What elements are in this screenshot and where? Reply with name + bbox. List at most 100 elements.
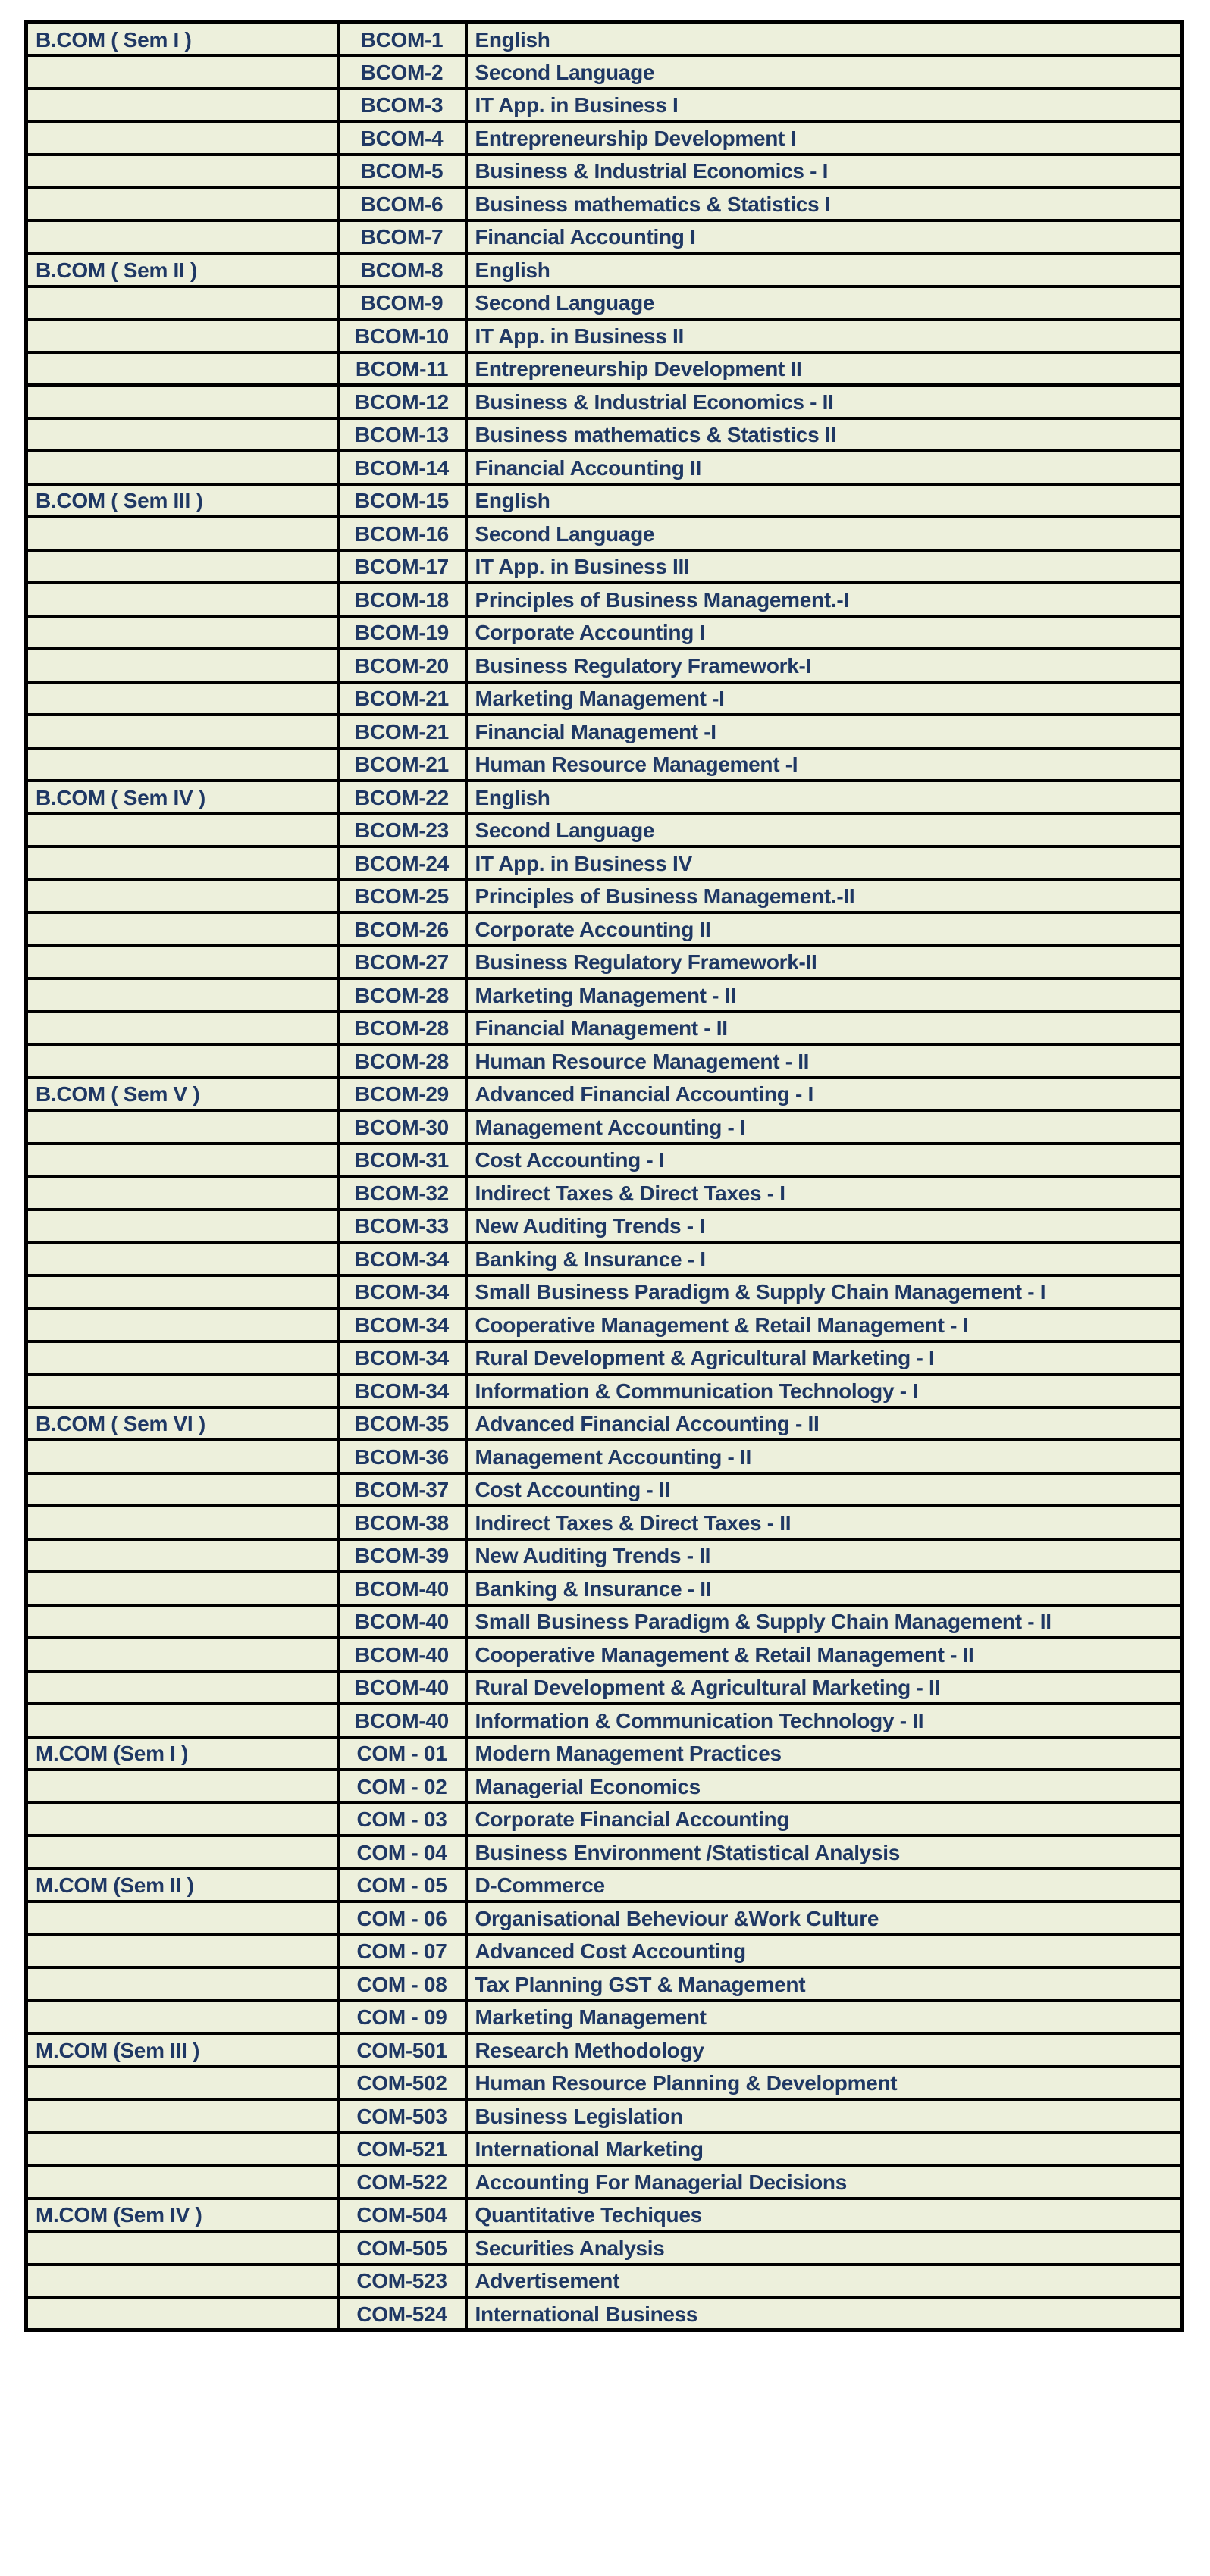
semester-cell <box>24 1636 340 1673</box>
subject-cell: Corporate Financial Accounting <box>464 1801 1184 1837</box>
table-row: BCOM-25 Principles of Business Management… <box>24 878 1184 914</box>
code-cell: BCOM-22 <box>336 779 468 815</box>
subject-cell: Business Legislation <box>464 2098 1184 2134</box>
subject-cell: Cost Accounting - II <box>464 1471 1184 1507</box>
semester-cell <box>24 2230 340 2266</box>
subject-cell: Marketing Management -I <box>464 680 1184 716</box>
code-cell: BCOM-8 <box>336 252 468 288</box>
code-cell: BCOM-39 <box>336 1537 468 1573</box>
subject-cell: Financial Management -I <box>464 713 1184 750</box>
semester-cell <box>24 1141 340 1178</box>
code-cell: BCOM-12 <box>336 383 468 420</box>
subject-cell: Tax Planning GST & Management <box>464 1966 1184 2002</box>
semester-cell <box>24 2164 340 2200</box>
table-row: BCOM-40 Small Business Paradigm & Supply … <box>24 1603 1184 1639</box>
table-row: BCOM-23 Second Language <box>24 812 1184 848</box>
semester-cell <box>24 416 340 452</box>
table-row: BCOM-34 Small Business Paradigm & Supply … <box>24 1273 1184 1310</box>
code-cell: BCOM-13 <box>336 416 468 452</box>
semester-cell <box>24 1801 340 1837</box>
code-cell: BCOM-1 <box>336 20 468 57</box>
subject-cell: Banking & Insurance - II <box>464 1570 1184 1607</box>
table-row: B.COM ( Sem III ) BCOM-15 English <box>24 482 1184 518</box>
table-row: BCOM-11 Entrepreneurship Development II <box>24 350 1184 387</box>
code-cell: COM - 05 <box>336 1867 468 1903</box>
table-row: BCOM-36 Management Accounting - II <box>24 1438 1184 1475</box>
subject-cell: Marketing Management <box>464 1999 1184 2035</box>
code-cell: COM - 09 <box>336 1999 468 2035</box>
code-cell: BCOM-34 <box>336 1241 468 1277</box>
semester-cell <box>24 1438 340 1475</box>
subject-cell: Principles of Business Management.-II <box>464 878 1184 914</box>
semester-cell <box>24 186 340 222</box>
semester-cell <box>24 2262 340 2299</box>
code-cell: BCOM-40 <box>336 1636 468 1673</box>
table-row: B.COM ( Sem V ) BCOM-29 Advanced Financial… <box>24 1075 1184 1112</box>
semester-cell <box>24 350 340 387</box>
semester-cell <box>24 581 340 618</box>
code-cell: BCOM-6 <box>336 186 468 222</box>
semester-cell: B.COM ( Sem IV ) <box>24 779 340 815</box>
semester-cell <box>24 1009 340 1046</box>
code-cell: BCOM-14 <box>336 449 468 486</box>
subject-cell: English <box>464 20 1184 57</box>
table-row: COM-503 Business Legislation <box>24 2098 1184 2134</box>
semester-cell <box>24 1273 340 1310</box>
table-row: BCOM-21 Financial Management -I <box>24 713 1184 750</box>
table-row: BCOM-6 Business mathematics & Statistics … <box>24 186 1184 222</box>
semester-cell: M.COM (Sem III ) <box>24 2032 340 2068</box>
subject-cell: Business mathematics & Statistics I <box>464 186 1184 222</box>
code-cell: COM-501 <box>336 2032 468 2068</box>
table-row: BCOM-10 IT App. in Business II <box>24 318 1184 354</box>
semester-cell <box>24 812 340 848</box>
code-cell: BCOM-21 <box>336 713 468 750</box>
subject-cell: Small Business Paradigm & Supply Chain M… <box>464 1273 1184 1310</box>
subject-cell: Advanced Financial Accounting - II <box>464 1405 1184 1441</box>
code-cell: BCOM-21 <box>336 680 468 716</box>
table-row: BCOM-38 Indirect Taxes & Direct Taxes - I… <box>24 1504 1184 1541</box>
code-cell: COM-504 <box>336 2196 468 2233</box>
code-cell: BCOM-25 <box>336 878 468 914</box>
semester-cell: B.COM ( Sem III ) <box>24 482 340 518</box>
subject-cell: Business Regulatory Framework-I <box>464 647 1184 684</box>
table-row: BCOM-28 Financial Management - II <box>24 1009 1184 1046</box>
semester-cell <box>24 515 340 552</box>
table-row: COM - 03 Corporate Financial Accounting <box>24 1801 1184 1837</box>
semester-cell: M.COM (Sem IV ) <box>24 2196 340 2233</box>
subject-cell: Financial Accounting I <box>464 218 1184 255</box>
semester-cell <box>24 614 340 650</box>
code-cell: BCOM-4 <box>336 120 468 156</box>
semester-cell <box>24 977 340 1013</box>
semester-cell <box>24 1834 340 1870</box>
table-row: BCOM-5 Business & Industrial Economics - … <box>24 152 1184 189</box>
subject-cell: Information & Communication Technology -… <box>464 1702 1184 1739</box>
code-cell: COM - 04 <box>336 1834 468 1870</box>
semester-cell <box>24 218 340 255</box>
table-row: B.COM ( Sem I ) BCOM-1 English <box>24 20 1184 57</box>
subject-cell: Advanced Financial Accounting - I <box>464 1075 1184 1112</box>
table-row: BCOM-34 Rural Development & Agricultural … <box>24 1339 1184 1376</box>
semester-cell <box>24 1537 340 1573</box>
table-row: BCOM-37 Cost Accounting - II <box>24 1471 1184 1507</box>
subject-cell: International Business <box>464 2296 1184 2332</box>
subject-cell: Modern Management Practices <box>464 1735 1184 1771</box>
subject-cell: D-Commerce <box>464 1867 1184 1903</box>
semester-cell <box>24 1768 340 1804</box>
table-row: M.COM (Sem II ) COM - 05 D-Commerce <box>24 1867 1184 1903</box>
code-cell: BCOM-33 <box>336 1207 468 1244</box>
table-row: BCOM-34 Cooperative Management & Retail M… <box>24 1307 1184 1343</box>
code-cell: COM-522 <box>336 2164 468 2200</box>
subject-cell: Organisational Beheviour &Work Culture <box>464 1900 1184 1936</box>
subject-cell: Accounting For Managerial Decisions <box>464 2164 1184 2200</box>
table-row: COM-505 Securities Analysis <box>24 2230 1184 2266</box>
code-cell: BCOM-5 <box>336 152 468 189</box>
code-cell: BCOM-35 <box>336 1405 468 1441</box>
code-cell: BCOM-11 <box>336 350 468 387</box>
subject-cell: Business & Industrial Economics - II <box>464 383 1184 420</box>
subject-cell: Business mathematics & Statistics II <box>464 416 1184 452</box>
subject-cell: Second Language <box>464 284 1184 321</box>
table-row: COM-524 International Business <box>24 2296 1184 2332</box>
subject-cell: Human Resource Planning & Development <box>464 2064 1184 2101</box>
semester-cell <box>24 2296 340 2332</box>
code-cell: BCOM-9 <box>336 284 468 321</box>
